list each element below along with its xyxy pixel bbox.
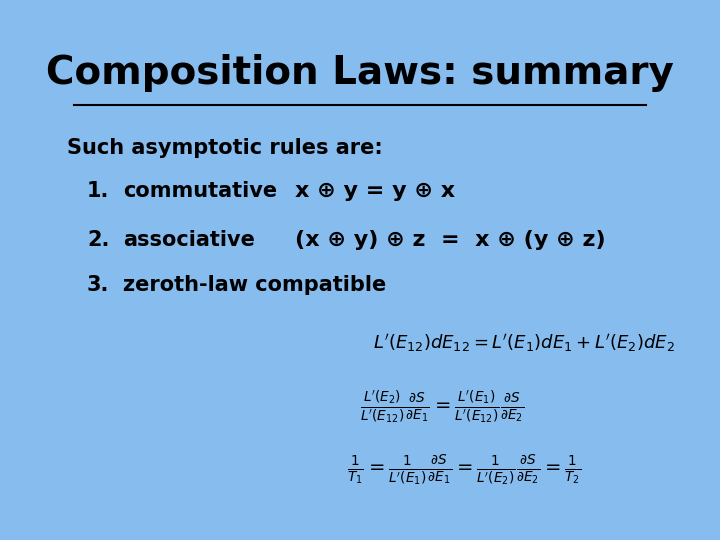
Text: $\frac{1}{T_1} = \frac{1}{L'(E_1)} \frac{\partial S}{\partial E_1} = \frac{1}{L': $\frac{1}{T_1} = \frac{1}{L'(E_1)} \frac…: [347, 454, 582, 488]
Text: 1.: 1.: [87, 181, 109, 201]
Text: commutative: commutative: [122, 181, 276, 201]
Text: Composition Laws: summary: Composition Laws: summary: [46, 54, 674, 92]
Text: 2.: 2.: [87, 230, 109, 249]
Text: x ⊕ y = y ⊕ x: x ⊕ y = y ⊕ x: [295, 181, 455, 201]
Text: zeroth-law compatible: zeroth-law compatible: [122, 275, 386, 295]
Text: 3.: 3.: [87, 275, 109, 295]
Text: $L'(E_{12})dE_{12} = L'(E_1)dE_1 + L'(E_2)dE_2$: $L'(E_{12})dE_{12} = L'(E_1)dE_1 + L'(E_…: [373, 332, 675, 354]
Text: Such asymptotic rules are:: Such asymptotic rules are:: [68, 138, 383, 158]
Text: associative: associative: [122, 230, 255, 249]
Text: $\frac{L'(E_2)}{L'(E_{12})} \frac{\partial S}{\partial E_1} = \frac{L'(E_1)}{L'(: $\frac{L'(E_2)}{L'(E_{12})} \frac{\parti…: [360, 389, 524, 426]
Text: (x ⊕ y) ⊕ z  =  x ⊕ (y ⊕ z): (x ⊕ y) ⊕ z = x ⊕ (y ⊕ z): [295, 230, 606, 249]
